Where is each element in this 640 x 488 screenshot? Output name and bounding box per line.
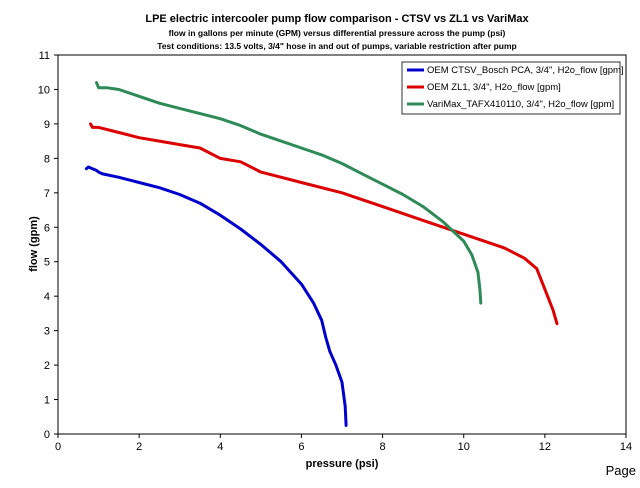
x-tick-label: 8	[380, 441, 386, 453]
series-line-ctsv	[84, 165, 348, 427]
x-tick-label: 0	[55, 441, 61, 453]
y-tick-label: 11	[39, 50, 50, 62]
legend-box	[401, 61, 621, 115]
plot-frame	[57, 54, 627, 435]
legend: OEM CTSV_Bosch PCA, 3/4", H2o_flow [gpm]…	[401, 61, 624, 115]
legend-label-varimax: VariMax_TAFX410110, 3/4", H2o_flow [gpm]	[427, 99, 614, 110]
y-tick-label: 1	[44, 395, 50, 407]
y-tick-label: 2	[44, 360, 50, 372]
legend-label-zl1: OEM ZL1, 3/4", H2o_flow [gpm]	[427, 82, 561, 93]
series-line-zl1	[89, 122, 559, 326]
y-tick-label: 0	[44, 429, 50, 441]
x-tick-label: 12	[539, 441, 551, 453]
y-tick-label: 5	[44, 257, 50, 269]
chart-subtitle-2: Test conditions: 13.5 volts, 3/4" hose i…	[157, 41, 517, 51]
chart-subtitle-1: flow in gallons per minute (GPM) versus …	[169, 28, 506, 38]
legend-label-ctsv: OEM CTSV_Bosch PCA, 3/4", H2o_flow [gpm]	[427, 65, 624, 76]
y-tick-label: 6	[44, 222, 50, 234]
y-tick-label: 4	[44, 291, 50, 303]
chart-title: LPE electric intercooler pump flow compa…	[145, 13, 529, 25]
x-axis-label: pressure (psi)	[306, 458, 379, 470]
series-line-varimax	[95, 81, 483, 305]
y-tick-label: 8	[44, 153, 50, 165]
x-tick-label: 6	[298, 441, 304, 453]
y-axis-label: flow (gpm)	[28, 216, 40, 272]
y-tick-label: 7	[44, 188, 50, 200]
x-tick-label: 10	[458, 441, 470, 453]
page-label: Page	[605, 463, 636, 478]
y-tick-label: 3	[44, 326, 50, 338]
x-tick-label: 2	[136, 441, 142, 453]
x-tick-label: 4	[217, 441, 223, 453]
y-tick-label: 10	[38, 84, 50, 96]
y-tick-label: 9	[44, 119, 50, 131]
x-tick-label: 14	[620, 441, 632, 453]
